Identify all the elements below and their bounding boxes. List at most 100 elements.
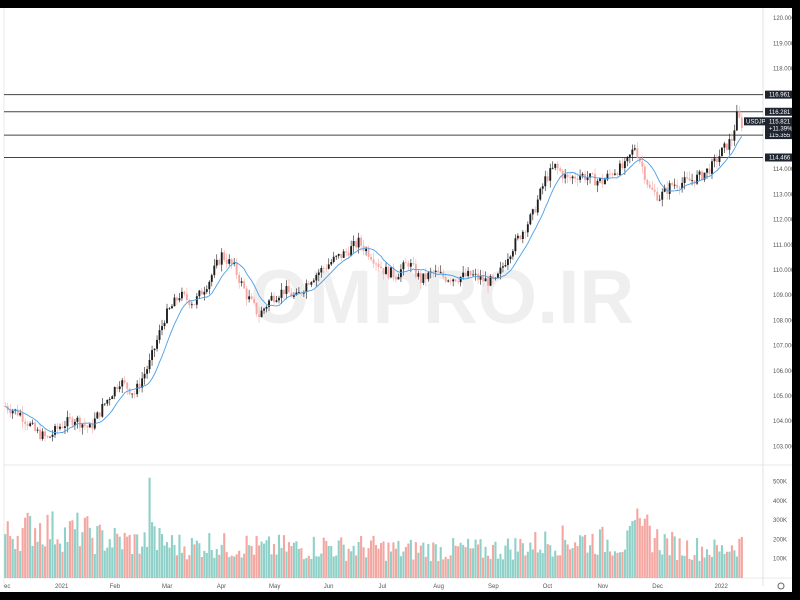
candle-body [681,182,684,189]
price-tick-label: 113.000 [773,192,792,198]
volume-bar [559,555,562,578]
volume-bar [414,542,417,578]
volume-bar [136,534,139,578]
volume-bar [178,534,181,578]
candle-body [355,241,358,248]
volume-bar [651,552,654,578]
candle-body [599,178,601,181]
volume-bar [397,540,400,578]
time-tick-label: Nov [597,584,608,590]
volume-bar [56,539,59,578]
volume-bar [267,536,271,578]
usdjpy-chart: OMPRO.IR 120.000 119.000 118.000 114.000 113… [3,8,792,590]
candle-body [604,179,606,185]
price-tick-label: 111.000 [773,243,792,249]
candle-body [549,168,552,181]
volume-bar [402,551,405,578]
candle-body [29,423,32,426]
volume-bar [240,557,243,578]
candle-body [571,176,574,179]
volume-bar [708,554,711,578]
candle-body [596,180,599,186]
candle-body [128,388,131,394]
volume-bar [524,555,527,578]
volume-bar [686,540,689,578]
candle-body [183,291,186,294]
volume-bar [151,522,154,578]
candle-body [661,191,664,200]
candle-body [218,259,221,265]
volume-bar [98,524,101,578]
candle-body [31,422,34,424]
volume-bar [546,544,549,578]
volume-bar [474,539,477,578]
volume-bar [44,546,47,578]
volume-bar [208,533,211,578]
volume-bar [233,556,236,578]
candle-body [402,262,405,270]
candle-body [9,410,12,414]
price-tick-label: 103.000 [773,444,792,450]
candle-body [210,275,213,282]
candle-body [427,272,430,280]
candle-body [24,421,27,424]
volume-bar [394,548,397,578]
volume-bar [58,543,62,578]
price-axis[interactable]: 120.000 119.000 118.000 114.000 113.000 112.0… [773,16,792,450]
time-axis[interactable]: ec 2021 Feb Mar Apr May Jun Jul Aug Sep Oct Nov Dec 2… [4,584,728,590]
price-tick-label: 108.000 [773,318,792,324]
volume-bar [489,559,492,578]
volume-bar [740,536,743,578]
volume-bar [601,526,604,578]
candle-body [56,426,59,429]
volume-bar [183,546,186,578]
candle-body [253,299,256,303]
volume-bar [198,543,201,578]
candle-body [228,259,231,264]
volume-bar [606,539,609,578]
price-tick-label: 109.000 [773,293,792,299]
volume-bar [554,550,557,578]
volume-bar [113,528,116,578]
volume-bar [469,548,472,578]
volume-tick-label: 400K [773,499,787,505]
candle-body [347,252,350,256]
candle-body [380,266,382,269]
candle-body [417,273,420,277]
volume-axis: 500K 400K 300K 200K 100K [773,480,787,563]
price-tick-label: 105.000 [773,394,792,400]
volume-bar [220,544,223,578]
time-tick-label: 2021 [55,584,69,590]
candle-body [444,276,447,282]
candle-body [290,292,293,297]
volume-bar [434,544,437,578]
candle-body [409,263,412,267]
candle-body [484,278,487,282]
volume-bar [111,547,114,578]
candle-body [370,257,373,260]
volume-bar [735,556,738,578]
candle-body [691,180,694,182]
volume-bar [646,514,649,578]
volume-bar [255,536,258,578]
candle-body [133,393,136,395]
volume-bar [738,538,741,578]
volume-bar [292,542,295,578]
volume-bar [210,550,213,578]
candle-body [180,291,183,299]
volume-bar [126,536,129,578]
volume-bar [365,557,368,578]
candle-body [511,251,514,257]
volume-bar [472,548,475,578]
volume-tick-label: 100K [773,557,787,563]
volume-bar [34,528,37,578]
settings-gear-icon[interactable] [777,582,785,590]
volume-bar [188,555,191,578]
candle-body [581,173,584,176]
volume-bar [574,542,577,578]
candle-series [4,104,743,442]
candle-body [447,280,450,282]
volume-bar [153,526,156,578]
candle-body [611,173,614,175]
